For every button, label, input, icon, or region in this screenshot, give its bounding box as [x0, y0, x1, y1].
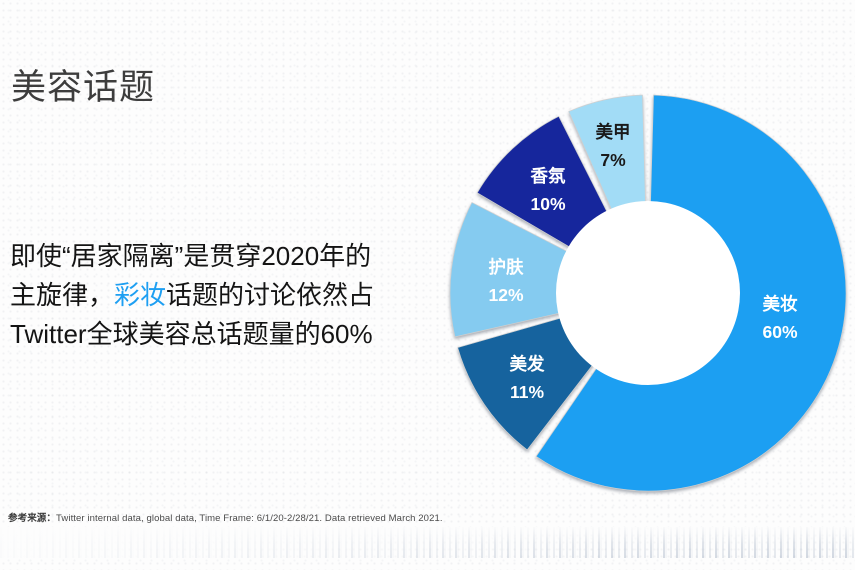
donut-hole: [556, 201, 740, 385]
donut-chart: 美妆 60% 美发 11% 护肤 12% 香氛 10% 美甲 7%: [438, 83, 855, 503]
body-line1: 即使“居家隔离”是贯穿2020年的: [10, 241, 372, 271]
source-note-text: Twitter internal data, global data, Time…: [56, 513, 443, 524]
body-text: 即使“居家隔离”是贯穿2020年的 主旋律，彩妆话题的讨论依然占 Twitter全球…: [10, 237, 440, 354]
body-line2-pre: 主旋律，: [10, 280, 115, 310]
page-title: 美容话题: [11, 68, 156, 107]
texture-band: [0, 527, 855, 558]
highlight-term: 彩妆: [114, 280, 167, 310]
source-note: 参考来源：Twitter internal data, global data,…: [8, 510, 443, 524]
source-note-label: 参考来源：: [8, 513, 57, 524]
donut-chart-svg: [449, 94, 847, 492]
body-line3: Twitter全球美容总话题量的60%: [10, 319, 373, 349]
body-line2-post: 话题的讨论依然占: [166, 280, 375, 310]
